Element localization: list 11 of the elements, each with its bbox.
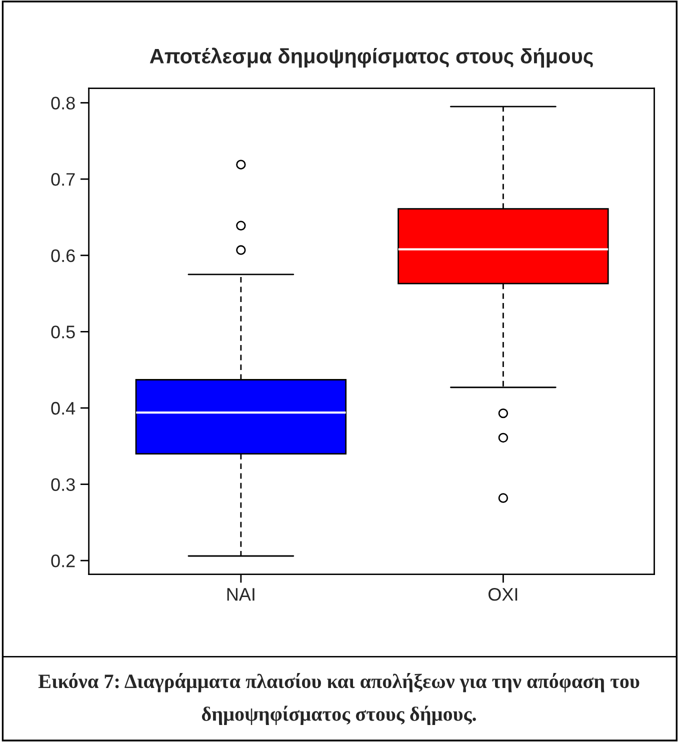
- text: Εικόνα 7: Διαγράμματα πλαισίου και απολήξεων για την απόφαση του δημοψηφίσματος στους δήμους.: [38, 672, 640, 725]
- y-tick-label: 0.8: [51, 96, 75, 110]
- y-tick-label: 0.3: [51, 478, 75, 491]
- y-tick-label: 0.4: [51, 402, 76, 415]
- x-tick-label: OXI: [488, 588, 518, 601]
- y-tick-label: 0.2: [51, 554, 75, 568]
- y-tick-label: 0.5: [51, 326, 75, 338]
- y-tick-label: 0.7: [51, 173, 75, 186]
- chart-title: Αποτέλεσμα δημοψηφίσματος στους δήμους: [150, 48, 593, 68]
- x-tick-label: NAI: [227, 588, 254, 601]
- y-tick-label: 0.6: [51, 249, 75, 262]
